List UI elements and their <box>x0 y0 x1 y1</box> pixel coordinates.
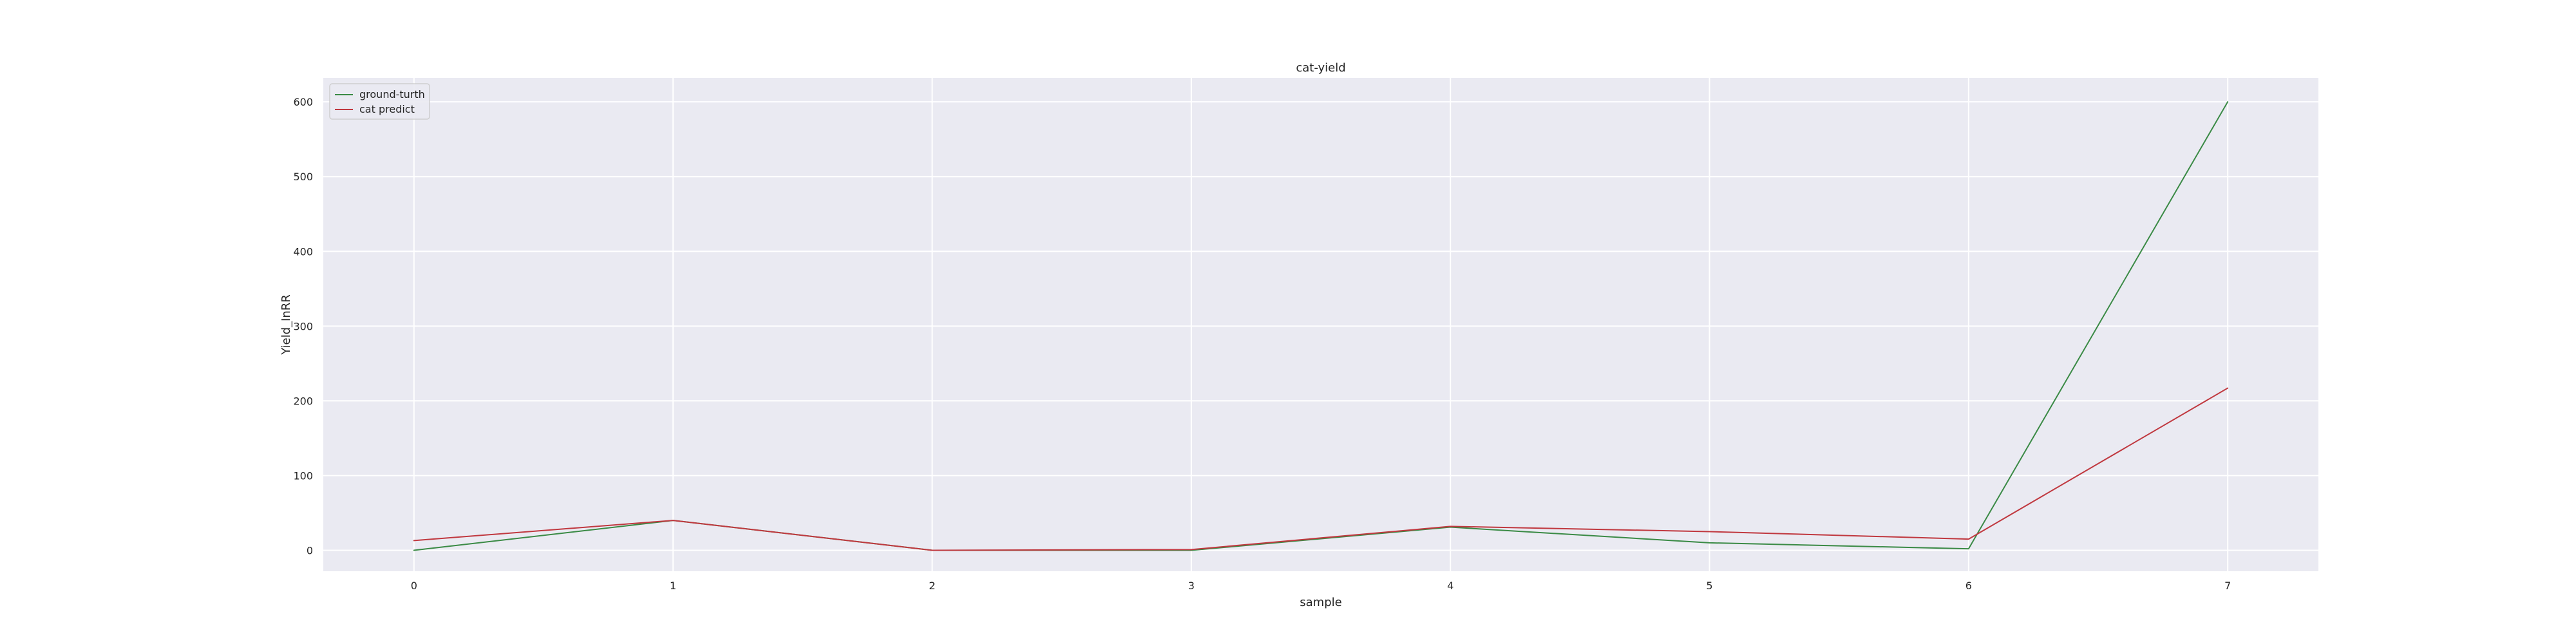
series-line-cat-predict <box>413 387 2229 551</box>
x-tick-labels: 0 1 2 3 4 5 6 7 <box>411 580 2231 592</box>
y-tick-label: 600 <box>293 96 313 108</box>
grid <box>323 78 2318 571</box>
y-axis-label: Yield_InRR <box>279 294 293 355</box>
y-tick-label: 500 <box>293 171 313 183</box>
x-tick-label: 4 <box>1447 580 1454 592</box>
x-tick-label: 0 <box>411 580 417 592</box>
x-tick-label: 1 <box>670 580 676 592</box>
x-tick-label: 6 <box>1965 580 1972 592</box>
legend-items: ground-turth cat predict <box>335 88 425 115</box>
y-tick-labels: 0 100 200 300 400 500 600 <box>293 96 313 556</box>
y-tick-label: 0 <box>307 545 313 557</box>
series-lines <box>413 101 2229 551</box>
y-tick-label: 400 <box>293 245 313 258</box>
legend-label: ground-turth <box>359 88 425 100</box>
x-tick-label: 5 <box>1706 580 1712 592</box>
x-tick-label: 7 <box>2224 580 2231 592</box>
chart-title: cat-yield <box>1296 61 1345 75</box>
legend-box <box>329 83 430 120</box>
x-tick-label: 3 <box>1188 580 1195 592</box>
y-tick-label: 200 <box>293 395 313 407</box>
plot-area <box>323 78 2318 571</box>
legend-label: cat predict <box>359 103 415 115</box>
y-tick-label: 100 <box>293 469 313 482</box>
legend: ground-turth cat predict <box>329 83 430 120</box>
x-axis-label: sample <box>1300 596 1341 609</box>
x-tick-label: 2 <box>929 580 935 592</box>
y-tick-label: 300 <box>293 320 313 332</box>
